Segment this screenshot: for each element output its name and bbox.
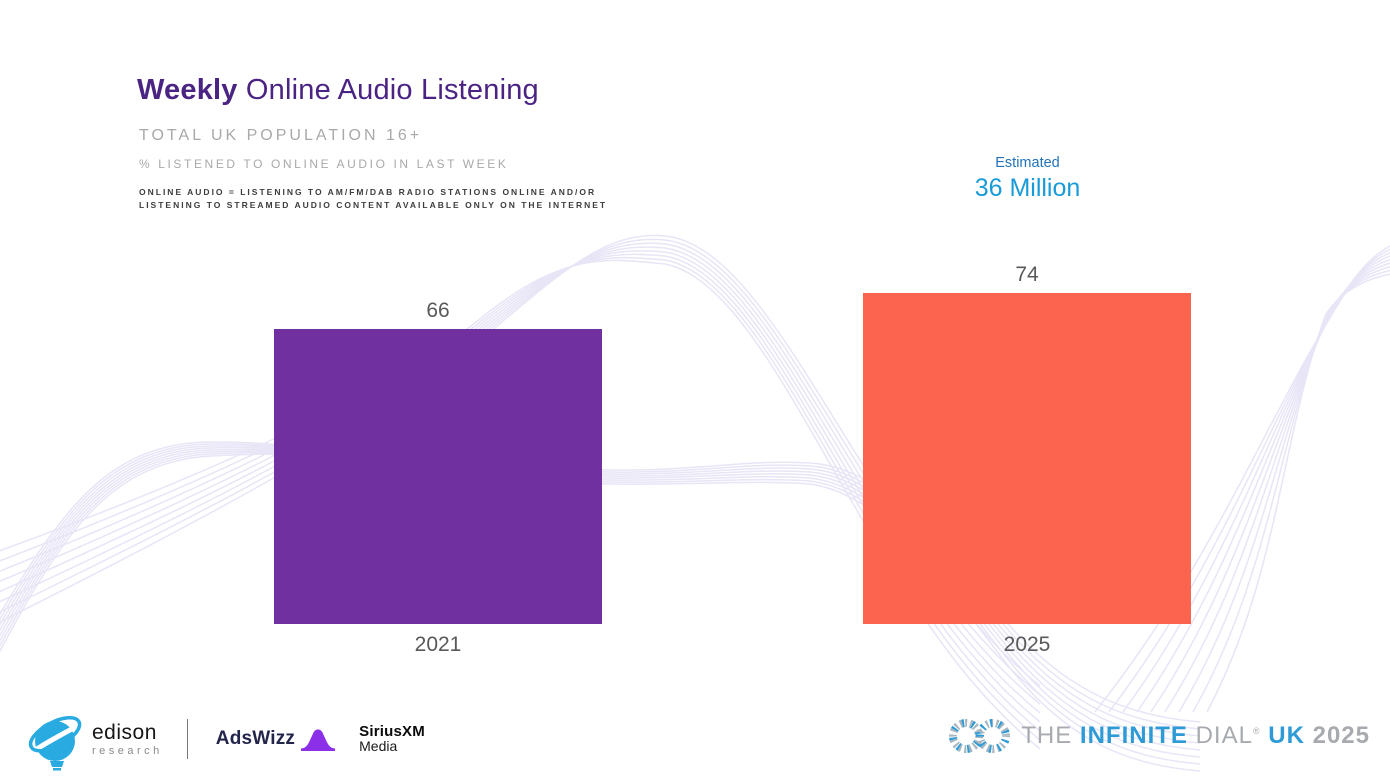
infinity-dial-icon bbox=[949, 719, 1011, 753]
bar-value-2025: 74 bbox=[1015, 263, 1039, 286]
measure-note: % LISTENED TO ONLINE AUDIO IN LAST WEEK bbox=[139, 157, 509, 171]
page-title-bold: Weekly bbox=[137, 74, 238, 106]
estimate-label: Estimated bbox=[995, 155, 1060, 171]
bar-2025 bbox=[863, 293, 1191, 624]
edison-research-logo: edison research bbox=[24, 706, 163, 772]
footer-divider bbox=[186, 719, 188, 759]
id-registered-mark: ® bbox=[1252, 726, 1261, 736]
footer-sponsor-logos: edison research AdsWizz SiriusXM Media bbox=[24, 706, 425, 772]
edison-research-label: research bbox=[92, 745, 163, 757]
id-uk: UK bbox=[1268, 722, 1305, 749]
bar-group-2025: 74 bbox=[863, 263, 1191, 624]
subtitle-population: TOTAL UK POPULATION 16+ bbox=[139, 127, 423, 144]
bar-2021 bbox=[274, 329, 602, 624]
siriusxm-media-logo: SiriusXM Media bbox=[359, 724, 425, 754]
adswizz-logo: AdsWizz bbox=[215, 727, 336, 751]
adswizz-wordmark: AdsWizz bbox=[215, 728, 296, 749]
footnote: ONLINE AUDIO = LISTENING TO AM/FM/DAB RA… bbox=[139, 186, 607, 212]
adswizz-wave-icon bbox=[301, 729, 336, 751]
id-the: THE bbox=[1021, 722, 1073, 749]
footnote-line-1: ONLINE AUDIO = LISTENING TO AM/FM/DAB RA… bbox=[139, 187, 597, 197]
estimate-annotation: Estimated 36 Million bbox=[863, 155, 1192, 203]
x-axis-label-2025: 2025 bbox=[1003, 633, 1051, 656]
edison-globe-icon bbox=[28, 715, 82, 771]
edison-wordmark: edison research bbox=[92, 721, 163, 757]
estimate-value: 36 Million bbox=[974, 174, 1081, 202]
infinite-dial-logo: THE INFINITE DIAL® UK 2025 bbox=[949, 714, 1370, 758]
infinite-dial-wordmark: THE INFINITE DIAL® UK 2025 bbox=[1021, 722, 1370, 750]
bar-value-2021: 66 bbox=[426, 299, 450, 322]
siriusxm-wordmark: SiriusXM bbox=[359, 723, 425, 740]
id-infinite: INFINITE bbox=[1079, 722, 1188, 749]
id-year: 2025 bbox=[1312, 722, 1370, 749]
page-title: Weekly Online Audio Listening bbox=[137, 74, 539, 107]
siriusxm-media-label: Media bbox=[359, 738, 398, 754]
edison-name: edison bbox=[92, 721, 157, 744]
bar-group-2021: 66 bbox=[274, 299, 602, 624]
page-title-rest: Online Audio Listening bbox=[237, 74, 539, 106]
footnote-line-2: LISTENING TO STREAMED AUDIO CONTENT AVAI… bbox=[139, 200, 608, 210]
x-axis-label-2021: 2021 bbox=[414, 633, 462, 656]
id-dial: DIAL bbox=[1195, 722, 1253, 749]
